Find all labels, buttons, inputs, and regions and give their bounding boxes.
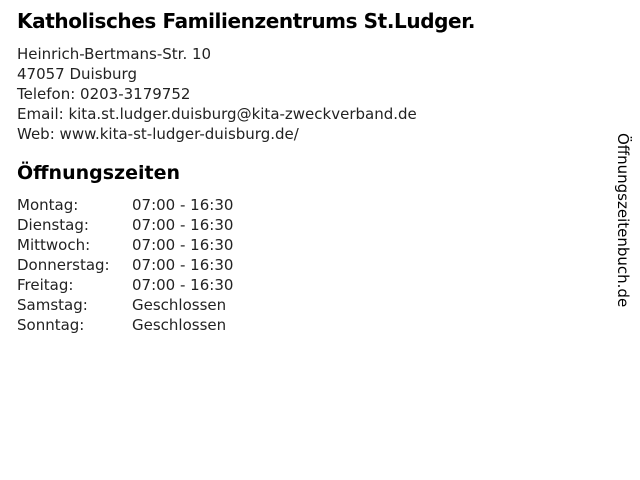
hours-day-label: Freitag: <box>17 276 74 294</box>
web-label: Web: <box>17 125 55 143</box>
opening-hours-table: Montag: 07:00 - 16:30 Dienstag: 07:00 - … <box>17 195 233 335</box>
hours-closed-value: Geschlossen <box>132 296 227 314</box>
hours-row-sonntag: Sonntag: Geschlossen <box>17 315 233 335</box>
phone-label: Telefon: <box>17 85 76 103</box>
web-line: Web: www.kita-st-ludger-duisburg.de/ <box>17 124 417 144</box>
hours-row-freitag: Freitag: 07:00 - 16:30 <box>17 275 233 295</box>
opening-hours-heading: Öffnungszeiten <box>17 162 180 184</box>
hours-row-montag: Montag: 07:00 - 16:30 <box>17 195 233 215</box>
hours-time-value: 07:00 - 16:30 <box>132 276 234 294</box>
phone-line: Telefon: 0203-3179752 <box>17 84 417 104</box>
page-title: Katholisches Familienzentrums St.Ludger. <box>17 9 476 33</box>
hours-day-label: Donnerstag: <box>17 256 110 274</box>
email-line: Email: kita.st.ludger.duisburg@kita-zwec… <box>17 104 417 124</box>
hours-row-samstag: Samstag: Geschlossen <box>17 295 233 315</box>
hours-day-label: Mittwoch: <box>17 236 91 254</box>
hours-row-mittwoch: Mittwoch: 07:00 - 16:30 <box>17 235 233 255</box>
hours-time-value: 07:00 - 16:30 <box>132 196 234 214</box>
address-street: Heinrich-Bertmans-Str. 10 <box>17 45 212 63</box>
contact-info: Heinrich-Bertmans-Str. 10 47057 Duisburg… <box>17 44 417 144</box>
email-value: kita.st.ludger.duisburg@kita-zweckverban… <box>68 105 417 123</box>
hours-closed-value: Geschlossen <box>132 316 227 334</box>
site-branding-vertical: Öffnungszeitenbuch.de <box>614 133 632 308</box>
hours-time-value: 07:00 - 16:30 <box>132 216 234 234</box>
web-value: www.kita-st-ludger-duisburg.de/ <box>59 125 299 143</box>
hours-time-value: 07:00 - 16:30 <box>132 236 234 254</box>
hours-day-label: Samstag: <box>17 296 88 314</box>
hours-row-dienstag: Dienstag: 07:00 - 16:30 <box>17 215 233 235</box>
hours-row-donnerstag: Donnerstag: 07:00 - 16:30 <box>17 255 233 275</box>
phone-value: 0203-3179752 <box>80 85 191 103</box>
hours-time-value: 07:00 - 16:30 <box>132 256 234 274</box>
address-city: 47057 Duisburg <box>17 65 137 83</box>
hours-day-label: Montag: <box>17 196 79 214</box>
email-label: Email: <box>17 105 64 123</box>
hours-day-label: Dienstag: <box>17 216 89 234</box>
hours-day-label: Sonntag: <box>17 316 85 334</box>
